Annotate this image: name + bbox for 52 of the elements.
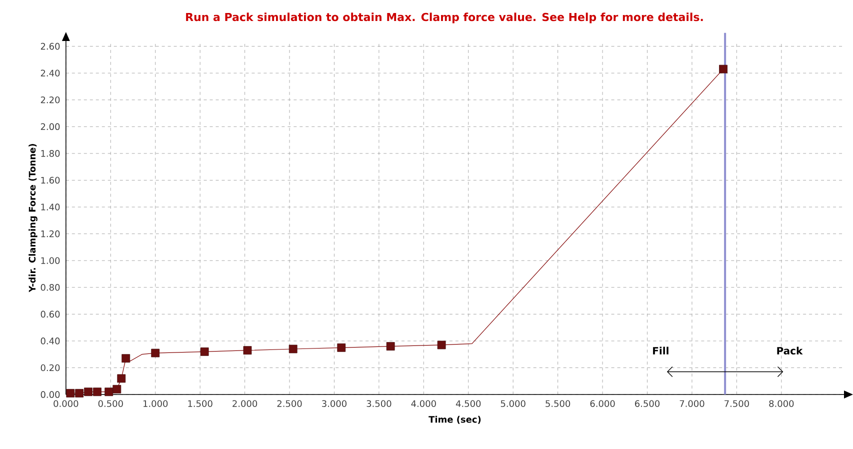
point	[84, 387, 92, 396]
y-tick-label: 1.20	[41, 230, 60, 237]
point	[104, 387, 114, 396]
x-tick-label: 8.000	[769, 400, 794, 407]
point	[437, 340, 446, 349]
x-tick-label: 1.000	[143, 400, 168, 407]
chart-title: Run a Pack simulation to obtain Max. Clamp force value. See Help for more details.	[186, 12, 703, 24]
y-tick-label: 1.60	[41, 176, 60, 184]
point	[75, 388, 84, 398]
annotation: Pack	[777, 346, 803, 354]
point	[386, 342, 395, 350]
x-tick-label: 6.500	[635, 400, 660, 407]
y-tick-label: 1.80	[41, 150, 60, 157]
point	[719, 64, 728, 74]
y-tick-label: 1.40	[41, 203, 60, 210]
x-tick-label: 4.500	[456, 400, 481, 407]
point	[112, 384, 122, 394]
x-tick-label: 1.500	[188, 400, 212, 407]
x-tick-label: 0.000	[54, 400, 78, 407]
point	[288, 344, 298, 353]
point	[243, 346, 252, 354]
x-tick-label: 3.000	[322, 400, 346, 407]
point	[66, 388, 75, 398]
x-tick-label: 5.500	[546, 400, 570, 407]
point	[93, 387, 102, 396]
annotation: Fill	[653, 346, 668, 354]
y-tick-label: 2.40	[40, 69, 60, 76]
x-tick-label: 3.500	[366, 400, 392, 407]
y-tick-label: 0.80	[40, 284, 60, 291]
y-tick-label: 0.20	[40, 364, 60, 371]
x-tick-label: 0.500	[98, 400, 123, 407]
x-axis-title: Time (sec)	[428, 416, 481, 424]
x-tick-label: 7.500	[724, 400, 749, 407]
y-tick-label: 1.00	[41, 256, 60, 264]
y-tick-label: 2.60	[40, 42, 60, 50]
y-tick-label: 0.60	[40, 310, 60, 318]
point	[200, 347, 209, 356]
x-tick-label: 4.000	[411, 400, 436, 407]
y-tick-label: 2.20	[40, 96, 60, 104]
point	[117, 374, 126, 382]
x-tick-label: 5.000	[500, 400, 526, 407]
point	[122, 354, 130, 362]
x-tick-label: 2.500	[277, 400, 302, 407]
y-axis-title: Y-dir. Clamping Force (Tonne)	[28, 144, 38, 292]
x-tick-label: 6.000	[590, 400, 615, 407]
x-tick-label: 2.000	[232, 400, 258, 407]
y-tick-label: 2.00	[40, 123, 60, 130]
point	[337, 343, 346, 352]
y-tick-label: 0.40	[40, 337, 60, 344]
y-tick-label: 0.00	[40, 390, 60, 398]
point	[151, 348, 160, 357]
x-tick-label: 7.000	[680, 400, 704, 407]
